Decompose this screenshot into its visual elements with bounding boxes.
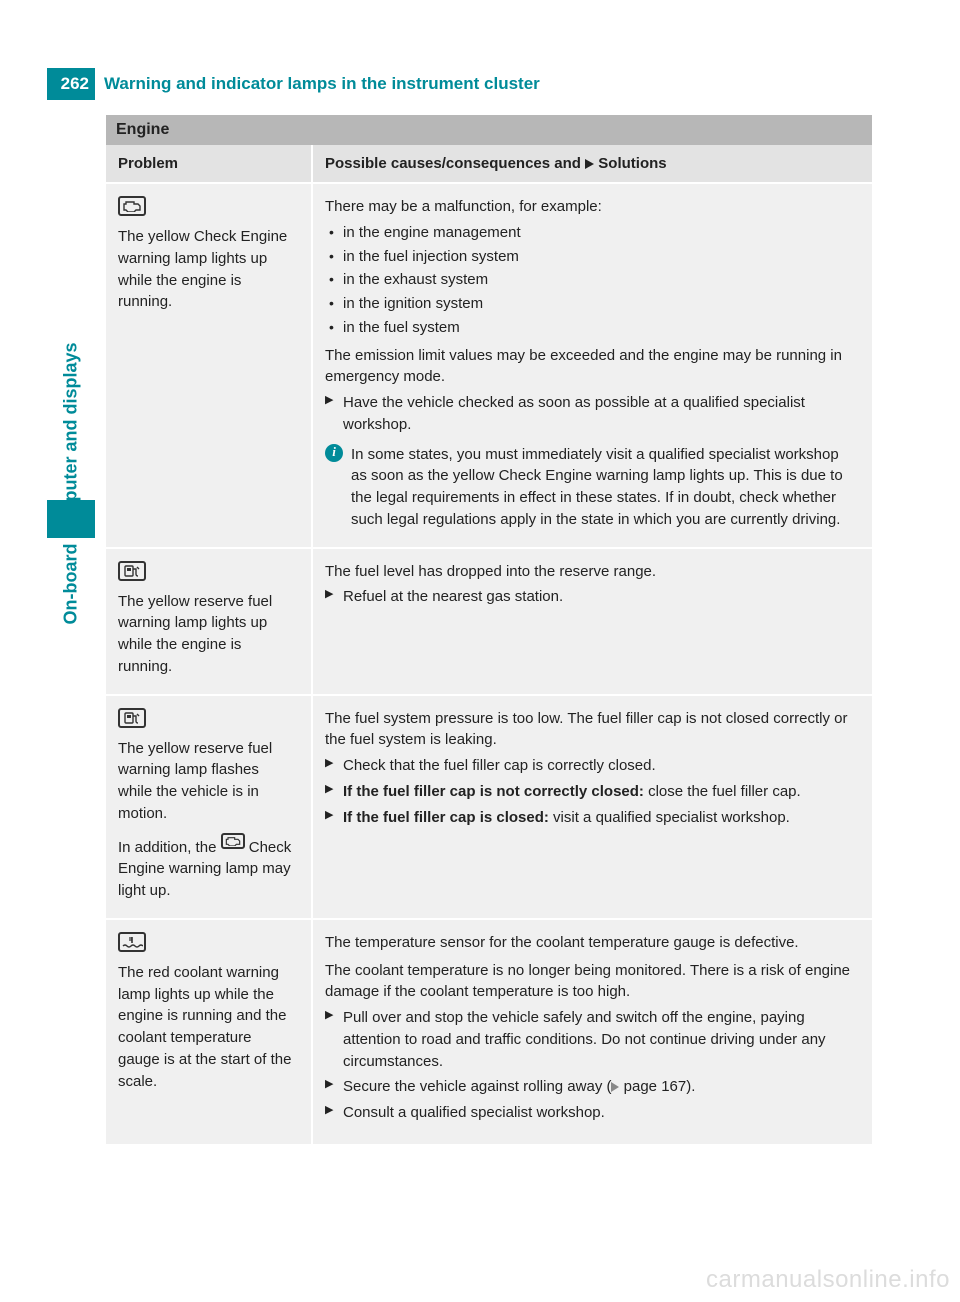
bullet-list: in the engine management in the fuel inj… (325, 222, 858, 339)
table-row: The yellow reserve fuel warning lamp lig… (106, 548, 872, 695)
info-text: In some states, you must immediately vis… (351, 446, 843, 528)
step-item: Check that the fuel filler cap is correc… (325, 755, 858, 777)
step-rest: visit a qualified specialist workshop. (549, 809, 790, 826)
problem-cell: The yellow reserve fuel warning lamp fla… (106, 695, 312, 919)
coolant-icon (118, 932, 146, 952)
content: Engine Problem Possible causes/consequen… (106, 115, 872, 1144)
page-title: Warning and indicator lamps in the instr… (104, 68, 540, 100)
check-engine-icon (118, 196, 146, 216)
info-note: i In some states, you must immediately v… (325, 444, 858, 531)
problem-cell: The yellow Check Engine warning lamp lig… (106, 183, 312, 548)
problem-text: The yellow Check Engine warning lamp lig… (118, 226, 297, 313)
watermark: carmanualsonline.info (706, 1266, 950, 1294)
fuel-icon (118, 561, 146, 581)
page-ref-icon (611, 1082, 619, 1092)
step-item: Secure the vehicle against rolling away … (325, 1076, 858, 1098)
problem-extra: In addition, the Check Engine warning la… (118, 833, 297, 902)
step-bold: If the fuel filler cap is not correctly … (343, 783, 644, 800)
page: 262 Warning and indicator lamps in the i… (0, 0, 960, 1302)
col-solutions-prefix: Possible causes/consequences and (325, 155, 585, 172)
side-tab-label: On-board computer and displays (61, 342, 82, 624)
col-problem: Problem (106, 145, 312, 183)
list-item: in the ignition system (343, 293, 858, 315)
fuel-icon (118, 708, 146, 728)
solution-cell: There may be a malfunction, for example:… (312, 183, 872, 548)
problem-cell: The red coolant warning lamp lights up w… (106, 919, 312, 1144)
solution-para: The coolant temperature is no longer bei… (325, 960, 858, 1004)
page-ref: page 167 (624, 1078, 687, 1095)
step-pre: Secure the vehicle against rolling away … (343, 1078, 611, 1095)
check-engine-icon (221, 833, 245, 849)
solution-cell: The fuel system pressure is too low. The… (312, 695, 872, 919)
step-bold: If the fuel filler cap is closed: (343, 809, 549, 826)
step-rest: close the fuel filler cap. (644, 783, 801, 800)
list-item: in the engine management (343, 222, 858, 244)
side-tab: On-board computer and displays (47, 108, 95, 538)
table-row: The red coolant warning lamp lights up w… (106, 919, 872, 1144)
step-item: Have the vehicle checked as soon as poss… (325, 392, 858, 436)
solution-cell: The fuel level has dropped into the rese… (312, 548, 872, 695)
table-row: The yellow Check Engine warning lamp lig… (106, 183, 872, 548)
solutions-triangle-icon (585, 159, 594, 169)
step-item: Consult a qualified specialist workshop. (325, 1102, 858, 1124)
problem-text: The red coolant warning lamp lights up w… (118, 962, 297, 1093)
list-item: in the fuel system (343, 317, 858, 339)
solution-intro: The fuel level has dropped into the rese… (325, 561, 858, 583)
problem-extra-prefix: In addition, the (118, 839, 221, 856)
step-item: Pull over and stop the vehicle safely an… (325, 1007, 858, 1072)
step-item: If the fuel filler cap is not correctly … (325, 781, 858, 803)
step-post: ). (686, 1078, 695, 1095)
table-row: The yellow reserve fuel warning lamp fla… (106, 695, 872, 919)
step-item: Refuel at the nearest gas station. (325, 586, 858, 608)
solution-intro: There may be a malfunction, for example: (325, 196, 858, 218)
solution-intro: The temperature sensor for the coolant t… (325, 932, 858, 954)
section-heading: Engine (106, 115, 872, 145)
troubleshooting-table: Problem Possible causes/consequences and… (106, 145, 872, 1144)
page-number: 262 (47, 68, 95, 100)
info-icon: i (325, 444, 343, 462)
list-item: in the exhaust system (343, 269, 858, 291)
col-solutions: Possible causes/consequences and Solutio… (312, 145, 872, 183)
problem-cell: The yellow reserve fuel warning lamp lig… (106, 548, 312, 695)
problem-text: The yellow reserve fuel warning lamp fla… (118, 738, 297, 825)
list-item: in the fuel injection system (343, 246, 858, 268)
solution-para: The emission limit values may be exceede… (325, 345, 858, 389)
step-item: If the fuel filler cap is closed: visit … (325, 807, 858, 829)
problem-text: The yellow reserve fuel warning lamp lig… (118, 591, 297, 678)
side-tab-block (47, 500, 95, 538)
solution-cell: The temperature sensor for the coolant t… (312, 919, 872, 1144)
header: 262 Warning and indicator lamps in the i… (0, 68, 960, 100)
col-solutions-suffix: Solutions (594, 155, 667, 172)
solution-intro: The fuel system pressure is too low. The… (325, 708, 858, 752)
